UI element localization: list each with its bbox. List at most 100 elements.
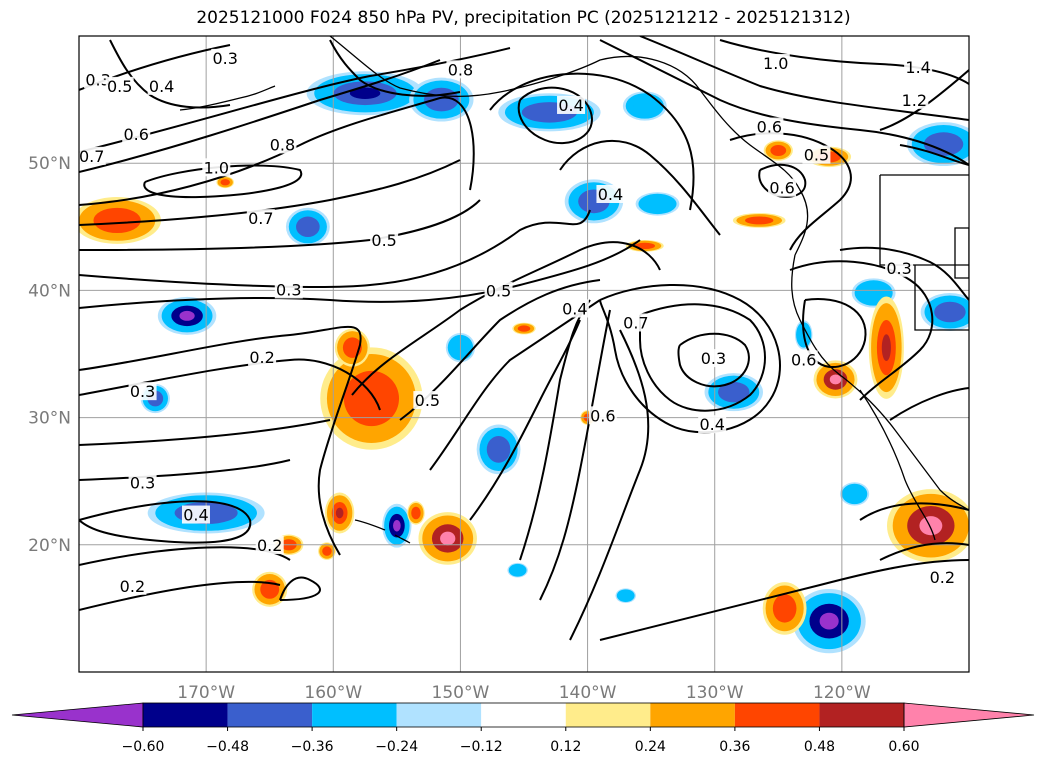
colorbar-segment	[481, 703, 566, 727]
colorbar-tick-label: −0.48	[206, 739, 249, 755]
precip-cell	[792, 588, 866, 654]
contour-label-bg	[211, 48, 240, 67]
precip-fill	[919, 516, 943, 536]
precip-fill	[772, 594, 797, 623]
contour-label-bg	[128, 382, 157, 401]
contour-label-bg	[118, 576, 147, 595]
pv-contour	[79, 419, 331, 446]
precip-fill	[923, 132, 964, 156]
contour-label: 0.5	[415, 391, 440, 410]
contour-label: 0.2	[930, 568, 955, 587]
pv-contour	[879, 542, 969, 561]
contour-label-bg	[122, 125, 151, 144]
contour-label-bg	[246, 209, 275, 228]
precip-fill	[819, 612, 839, 630]
contour-label-bg	[885, 258, 914, 277]
precip-cell	[318, 542, 336, 560]
precip-cell	[79, 197, 161, 244]
contour-label: 0.3	[85, 71, 110, 90]
contour-label-bg	[789, 350, 818, 369]
precip-cell	[157, 296, 217, 335]
precip-cell	[839, 482, 870, 506]
contour-label: 0.4	[598, 185, 623, 204]
colorbar: −0.60 −0.48 −0.36 −0.24 −0.12 0.12 0.24 0.36 0.4…	[11, 702, 1035, 755]
precip-fill	[220, 179, 230, 186]
contour-label-bg	[621, 313, 650, 332]
contour-label: 0.2	[249, 348, 274, 367]
contour-label-bg	[446, 60, 475, 79]
precip-cell	[704, 373, 764, 412]
colorbar-tick-label: 0.24	[635, 739, 666, 755]
pv-contour	[489, 72, 695, 211]
pv-contour	[517, 86, 593, 145]
precip-fill	[322, 546, 332, 556]
precip-cell	[498, 93, 601, 132]
precip-cell	[407, 501, 425, 525]
precip-fill	[411, 506, 421, 520]
colorbar-segment	[565, 703, 651, 727]
precip-fill	[745, 216, 774, 225]
pv-contour	[677, 332, 750, 388]
precip-cell	[409, 77, 474, 122]
colorbar-segment	[819, 703, 904, 727]
pv-contour	[79, 459, 291, 481]
precip-fill	[440, 531, 456, 546]
precip-cell	[635, 192, 680, 216]
contour-label: 0.6	[123, 125, 148, 144]
contour-label-bg	[755, 117, 784, 136]
coastline-west-coast	[791, 254, 969, 511]
lat-lon-gridlines	[79, 36, 969, 672]
pv-contour	[329, 39, 461, 97]
contour-label: 0.7	[623, 313, 648, 332]
precip-cell	[382, 503, 412, 548]
colorbar-frame	[142, 702, 905, 728]
precip-fill	[349, 87, 381, 99]
pv-contour	[719, 39, 969, 85]
colorbar-segment	[312, 703, 397, 727]
contour-label-bg	[413, 391, 442, 410]
precip-fill	[296, 216, 320, 238]
pv-contour	[279, 576, 321, 601]
contour-label-bg	[761, 53, 790, 72]
plot-frame	[78, 35, 970, 673]
contour-label-bg	[370, 230, 399, 249]
contour-label: 1.2	[902, 91, 927, 110]
coastlines	[179, 36, 969, 544]
contour-label: 0.5	[804, 146, 829, 165]
pv-contour	[539, 309, 611, 601]
lon-tick-label: 130°W	[686, 683, 744, 703]
contour-label: 0.3	[276, 280, 301, 299]
precip-fill	[718, 381, 750, 403]
contour-label-bg	[698, 415, 727, 434]
contour-label: 0.3	[212, 49, 237, 68]
precip-cell	[285, 207, 330, 246]
contour-label: 0.3	[130, 474, 155, 493]
contour-label-bg	[274, 280, 303, 299]
precip-cell	[763, 140, 793, 161]
pv-contour	[599, 559, 969, 641]
lat-tick-label: 20°N	[28, 536, 71, 556]
contour-label: 1.0	[204, 158, 229, 177]
contour-label: 0.4	[183, 506, 208, 525]
contour-label: 0.5	[486, 282, 511, 301]
pv-contour	[599, 283, 781, 434]
lat-tick-label: 50°N	[28, 154, 71, 174]
pv-contour	[79, 325, 362, 556]
precip-fill	[620, 591, 632, 600]
precip-fill	[861, 285, 886, 301]
colorbar-tick-label: 0.60	[888, 739, 919, 755]
contour-label: 0.3	[886, 259, 911, 278]
contour-label: 0.6	[757, 118, 782, 137]
colorbar-tick-label: 0.48	[804, 739, 835, 755]
colorbar-extend-min	[11, 702, 144, 728]
pv-contour	[802, 298, 867, 369]
pv-contour	[351, 241, 661, 396]
pv-contour	[639, 36, 969, 121]
precip-fill	[343, 370, 400, 427]
colorbar-segment	[227, 703, 313, 727]
contour-label-bg	[105, 76, 134, 95]
pv-contour	[639, 303, 766, 412]
contour-label-bg	[900, 90, 929, 109]
contour-label: 0.3	[130, 382, 155, 401]
precip-fill	[645, 197, 670, 211]
